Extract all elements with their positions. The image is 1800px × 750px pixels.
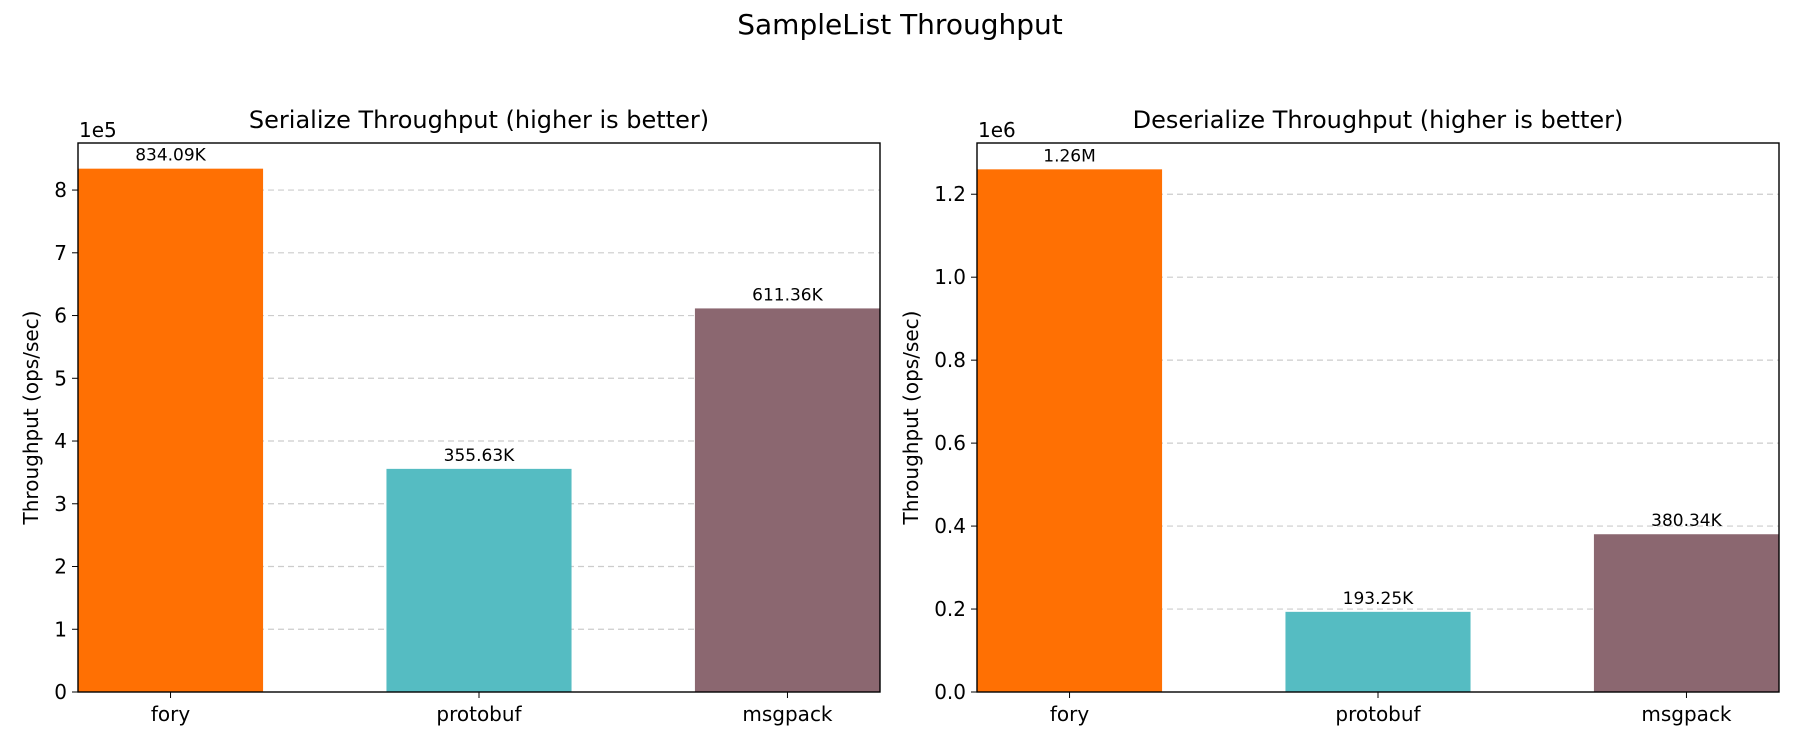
x-tick-label: protobuf	[1335, 702, 1421, 726]
y-tick-label: 7	[54, 241, 67, 265]
y-tick-label: 6	[54, 304, 67, 328]
bar-fory	[977, 169, 1163, 692]
bar-protobuf	[1285, 611, 1471, 692]
bar-fory	[78, 168, 264, 693]
y-axis-label: Throughput (ops/sec)	[899, 311, 923, 526]
x-tick-label: fory	[1050, 702, 1090, 726]
bar-value-label: 193.25K	[1343, 589, 1414, 609]
y-tick-label: 0.8	[934, 348, 966, 372]
x-tick-label: msgpack	[742, 702, 833, 726]
panel-title: Deserialize Throughput (higher is better…	[1133, 106, 1624, 134]
y-tick-label: 5	[54, 366, 67, 390]
y-tick-label: 8	[54, 178, 67, 202]
axis-offset-label: 1e6	[978, 118, 1016, 142]
bar-value-label: 834.09K	[135, 146, 206, 166]
y-tick-label: 0.6	[934, 431, 966, 455]
axis-offset-label: 1e5	[79, 118, 117, 142]
y-tick-label: 0.2	[934, 597, 966, 621]
x-tick-label: msgpack	[1641, 702, 1732, 726]
y-tick-label: 1	[54, 617, 67, 641]
y-tick-label: 3	[54, 492, 67, 516]
bar-value-label: 355.63K	[444, 446, 515, 466]
axes-frame	[77, 142, 881, 693]
y-tick-label: 1.2	[934, 182, 966, 206]
bar-value-label: 380.34K	[1651, 511, 1722, 531]
y-tick-label: 0.0	[934, 680, 966, 704]
x-tick-label: protobuf	[436, 702, 522, 726]
y-tick-label: 2	[54, 555, 67, 579]
y-tick-label: 0	[54, 680, 67, 704]
bar-protobuf	[386, 468, 572, 692]
y-tick-label: 0.4	[934, 514, 966, 538]
x-tick-label: fory	[151, 702, 191, 726]
axes-frame	[976, 142, 1780, 693]
figure-title: SampleList Throughput	[737, 8, 1063, 41]
bar-msgpack	[694, 308, 880, 692]
bar-value-label: 611.36K	[752, 285, 823, 305]
y-tick-label: 1.0	[934, 265, 966, 289]
bar-msgpack	[1593, 534, 1779, 692]
y-axis-label: Throughput (ops/sec)	[19, 311, 43, 526]
y-tick-label: 4	[54, 429, 67, 453]
panel-title: Serialize Throughput (higher is better)	[249, 106, 709, 134]
bar-value-label: 1.26M	[1043, 146, 1096, 166]
